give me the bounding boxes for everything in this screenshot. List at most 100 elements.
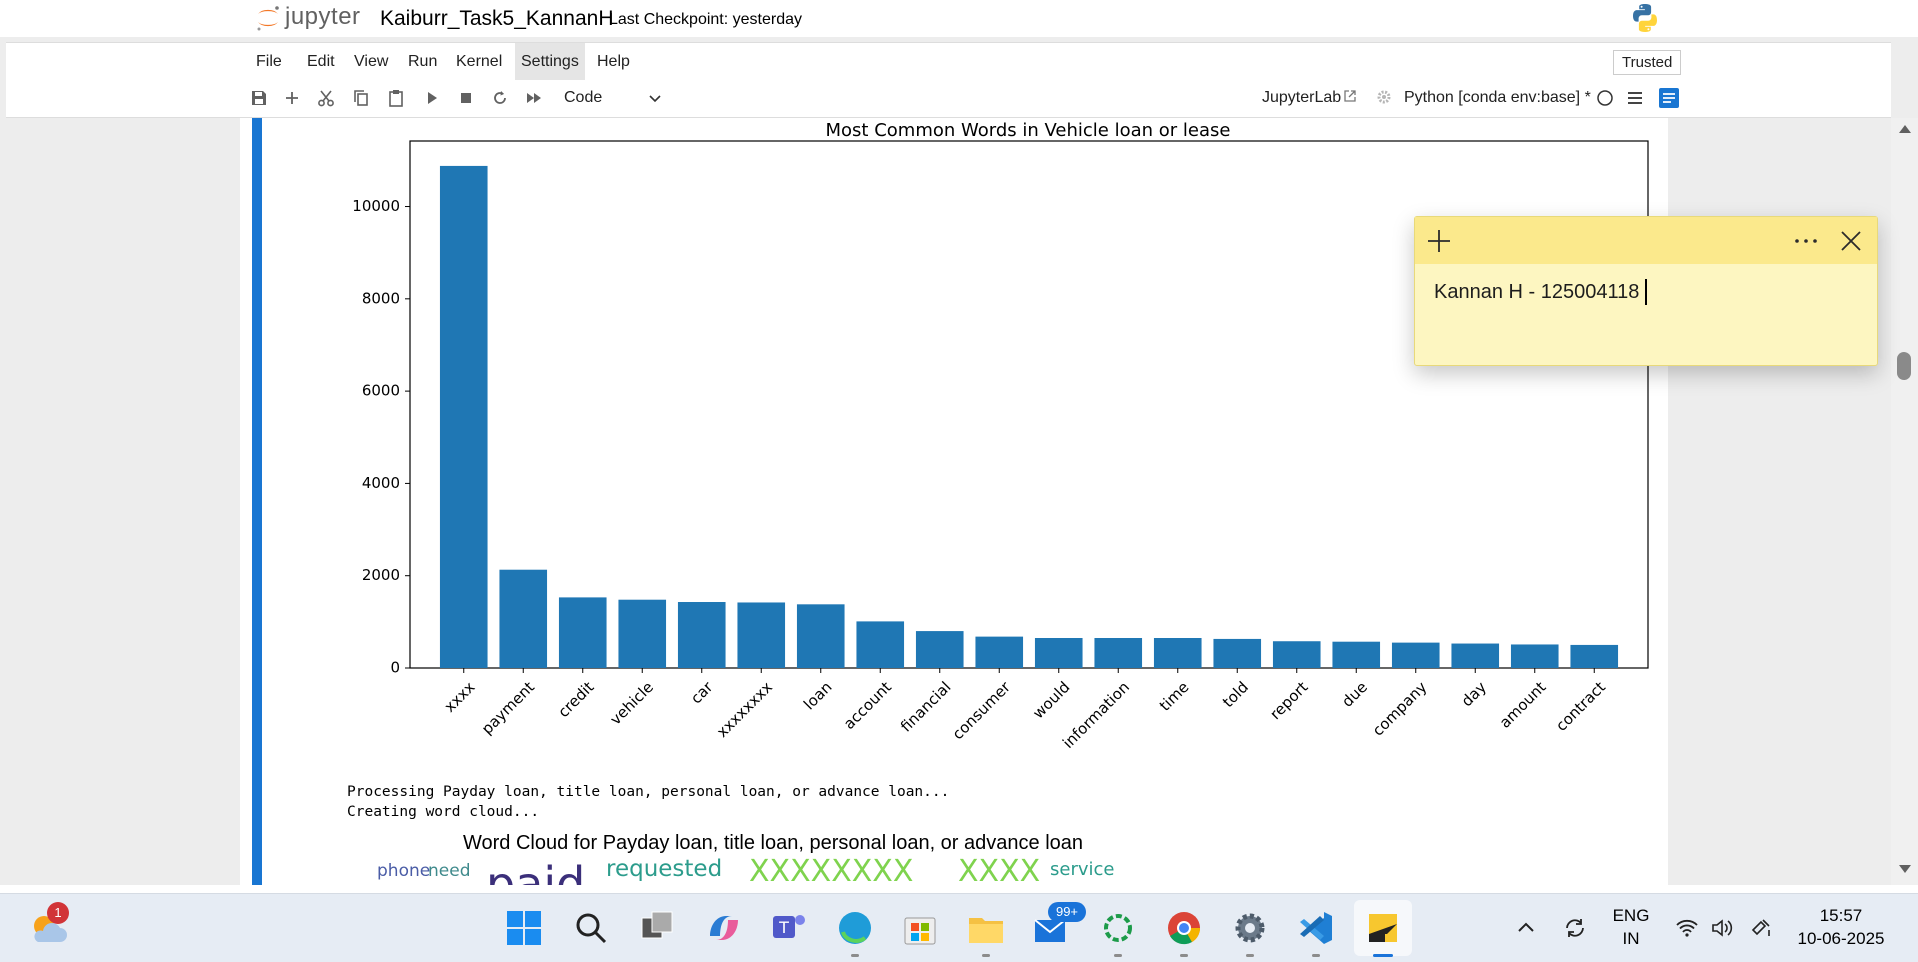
bar-car	[677, 602, 726, 668]
y-tick-label: 6000	[362, 382, 400, 400]
scrollbar-thumb[interactable]	[1897, 352, 1911, 380]
wordcloud-word-phone: phone	[377, 861, 431, 881]
bar-xxxx	[439, 165, 488, 668]
bar-payment	[499, 569, 548, 668]
chevron-down-icon[interactable]	[646, 89, 664, 107]
mail-badge: 99+	[1048, 902, 1086, 922]
cell-type-select[interactable]: Code	[564, 89, 603, 106]
teams-icon[interactable]: T	[767, 906, 811, 950]
list-icon[interactable]	[1625, 88, 1645, 108]
settings-gear-icon[interactable]	[1228, 906, 1272, 950]
chrome-icon[interactable]	[1162, 906, 1206, 950]
kernel-idle-circle-icon	[1597, 90, 1613, 106]
mail-icon[interactable]	[1029, 906, 1073, 950]
running-indicator	[982, 954, 990, 957]
plot-frame	[409, 140, 1649, 669]
vertical-scrollbar[interactable]	[1891, 118, 1918, 885]
clock-time[interactable]: 15:57	[1819, 906, 1863, 925]
wordcloud-title: Word Cloud for Payday loan, title loan, …	[463, 832, 1084, 854]
menu-edit[interactable]: Edit	[307, 53, 335, 70]
battery-charging-icon[interactable]	[1749, 916, 1775, 938]
sticky-notes-icon[interactable]	[1361, 906, 1405, 950]
notebook-title[interactable]: Kaiburr_Task5_KannanH	[380, 7, 614, 30]
progress-app-icon[interactable]	[1096, 906, 1140, 950]
weather-widget-icon[interactable]	[28, 908, 70, 948]
running-indicator	[1180, 954, 1188, 957]
add-cell-icon[interactable]	[282, 88, 302, 108]
kernel-name[interactable]: Python [conda env:base] *	[1404, 89, 1591, 106]
y-tick-label: 2000	[362, 566, 400, 584]
bar-contract	[1570, 644, 1619, 668]
bar-would	[1034, 638, 1083, 668]
property-inspector-icon[interactable]	[1658, 87, 1680, 109]
wifi-icon[interactable]	[1675, 918, 1699, 938]
bar-amount	[1510, 644, 1559, 668]
cut-icon[interactable]	[316, 88, 336, 108]
menu-settings[interactable]: Settings	[515, 43, 585, 80]
edge-icon[interactable]	[833, 906, 877, 950]
wordcloud-word-need: need	[428, 861, 471, 881]
copy-icon[interactable]	[351, 88, 371, 108]
wordcloud-word-xxxx: XXXX	[958, 854, 1041, 889]
bar-xxxxxxxx	[737, 602, 786, 668]
jupyter-logo-icon	[257, 6, 279, 31]
interrupt-kernel-icon[interactable]	[456, 88, 476, 108]
bar-chart: Most Common Words in Vehicle loan or lea…	[352, 120, 1649, 752]
text-caret	[1645, 279, 1647, 305]
restart-kernel-icon[interactable]	[490, 88, 510, 108]
x-tick-label: contract	[1552, 678, 1609, 735]
scroll-up-arrow-icon[interactable]	[1898, 123, 1912, 135]
bar-loan	[796, 604, 845, 668]
jupyterlab-link[interactable]: JupyterLab	[1262, 89, 1342, 106]
menu-help[interactable]: Help	[597, 53, 630, 70]
active-cell-indicator[interactable]	[252, 118, 262, 885]
more-options-icon[interactable]	[1792, 231, 1820, 251]
x-tick-label: told	[1219, 678, 1252, 711]
file-explorer-icon[interactable]	[964, 906, 1008, 950]
active-app-indicator	[1373, 954, 1393, 957]
running-indicator	[851, 954, 859, 957]
paste-icon[interactable]	[386, 88, 406, 108]
close-icon[interactable]	[1839, 229, 1863, 253]
language-indicator-line1[interactable]: ENG	[1612, 906, 1650, 925]
vscode-icon[interactable]	[1294, 906, 1338, 950]
bar-information	[1094, 638, 1143, 668]
search-icon[interactable]	[569, 906, 613, 950]
clock-date[interactable]: 10-06-2025	[1797, 929, 1885, 948]
menu-file[interactable]: File	[256, 53, 282, 70]
scroll-down-arrow-icon[interactable]	[1898, 863, 1912, 875]
volume-icon[interactable]	[1710, 918, 1734, 938]
microsoft-store-icon[interactable]	[898, 906, 942, 950]
chart-title: Most Common Words in Vehicle loan or lea…	[826, 120, 1231, 141]
show-hidden-icons-chevron-up-icon[interactable]	[1516, 918, 1536, 938]
x-tick-label: would	[1029, 678, 1073, 722]
bar-day	[1451, 643, 1500, 668]
external-link-icon[interactable]	[1343, 89, 1357, 103]
bar-due	[1332, 641, 1381, 668]
trusted-indicator[interactable]: Trusted	[1613, 50, 1682, 75]
menu-kernel[interactable]: Kernel	[456, 53, 503, 70]
y-tick-label: 0	[390, 659, 400, 677]
python-logo-icon	[1633, 4, 1657, 32]
sticky-note-header	[1415, 217, 1877, 264]
x-tick-label: xxxxxxxx	[713, 678, 776, 741]
sticky-note-text[interactable]: Kannan H - 125004118	[1434, 281, 1640, 303]
start-windows-icon[interactable]	[502, 906, 546, 950]
menu-view[interactable]: View	[354, 53, 389, 70]
bar-told	[1213, 638, 1262, 668]
save-icon[interactable]	[249, 88, 269, 108]
menu-run[interactable]: Run	[408, 53, 438, 70]
add-note-icon[interactable]	[1426, 228, 1452, 254]
sticky-note-window[interactable]: Kannan H - 125004118	[1414, 216, 1878, 366]
copilot-icon[interactable]	[702, 906, 746, 950]
task-view-icon[interactable]	[636, 906, 680, 950]
sync-icon[interactable]	[1563, 916, 1587, 940]
language-indicator-line2[interactable]: IN	[1622, 929, 1640, 948]
restart-run-all-icon[interactable]	[524, 88, 544, 108]
x-tick-label: xxxx	[441, 678, 479, 716]
bar-consumer	[975, 636, 1024, 668]
kernel-status-gear-icon	[1377, 90, 1391, 104]
running-indicator	[1312, 954, 1320, 957]
x-tick-label: account	[840, 678, 895, 733]
run-cell-icon[interactable]	[422, 88, 442, 108]
